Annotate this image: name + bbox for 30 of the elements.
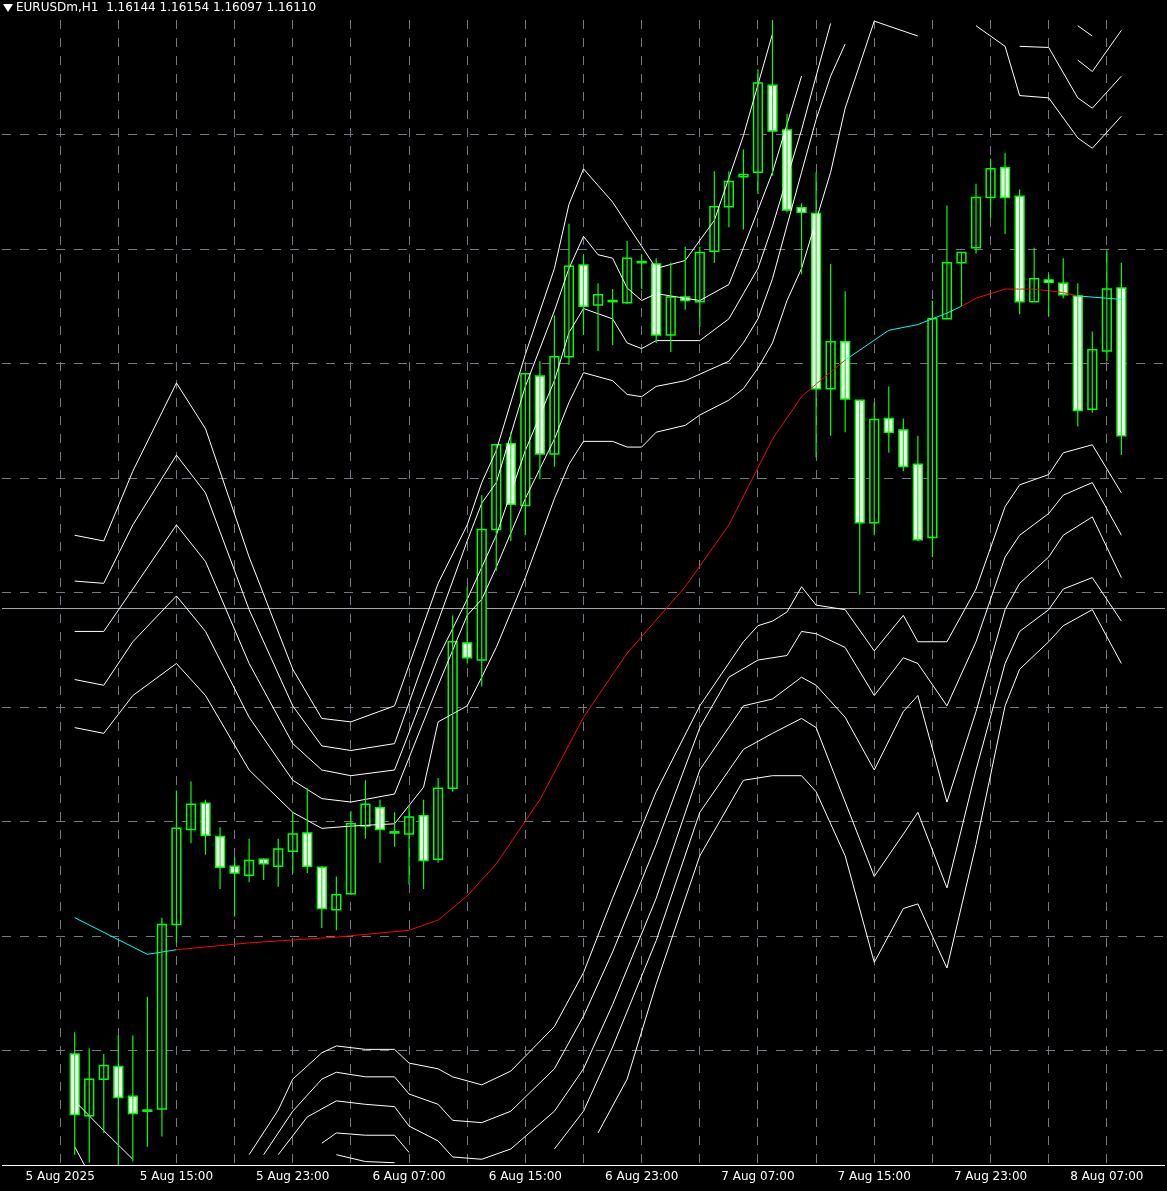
candlestick: [462, 586, 473, 665]
candlestick: [738, 148, 749, 231]
candlestick: [200, 799, 211, 856]
candlestick: [796, 202, 807, 275]
candlestick: [258, 857, 269, 881]
candlestick: [927, 299, 938, 558]
candlestick: [549, 314, 560, 468]
chart-title: EURUSDm,H1 1.16144 1.16154 1.16097 1.16110: [16, 0, 317, 15]
candlestick: [142, 996, 153, 1148]
x-tick-label: 6 Aug 15:00: [488, 1169, 562, 1184]
candlestick: [1043, 273, 1054, 318]
candlestick: [171, 789, 182, 944]
candlestick: [418, 799, 429, 890]
x-tick-label: 8 Aug 07:00: [1070, 1169, 1144, 1184]
candlestick: [229, 856, 240, 918]
candlestick: [956, 251, 967, 307]
candlestick: [360, 779, 371, 840]
x-tick-label: 7 Aug 23:00: [953, 1169, 1028, 1184]
x-tick-label: 5 Aug 15:00: [139, 1169, 214, 1184]
candlestick: [287, 811, 298, 874]
candlestick: [985, 157, 996, 219]
x-tick-label: 6 Aug 23:00: [605, 1169, 679, 1184]
x-tick-label: 5 Aug 23:00: [256, 1169, 330, 1184]
candlestick: [273, 838, 284, 888]
x-tick-label: 7 Aug 07:00: [721, 1169, 795, 1184]
x-tick-label: 7 Aug 15:00: [837, 1169, 911, 1184]
x-tick-label: 6 Aug 07:00: [372, 1169, 446, 1184]
candlestick: [578, 254, 589, 336]
x-tick-label: 5 Aug 2025: [25, 1169, 95, 1184]
candlestick: [1116, 262, 1127, 456]
